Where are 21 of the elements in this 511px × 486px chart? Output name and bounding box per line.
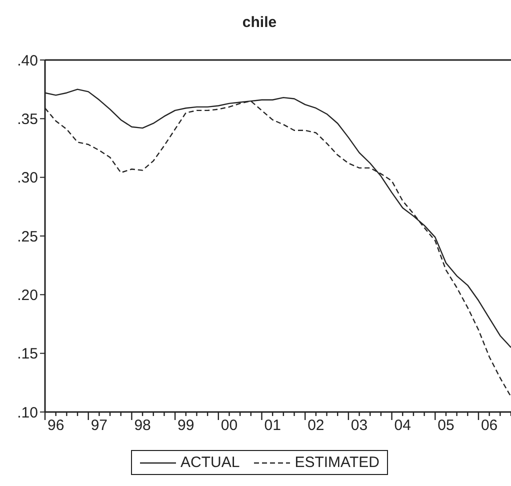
x-tick-label: 06	[480, 417, 498, 434]
x-tick-label: 02	[308, 417, 324, 434]
y-tick-label: .30	[17, 170, 38, 187]
x-tick-label: 96	[47, 417, 64, 434]
x-tick-label: 98	[134, 417, 151, 434]
y-tick-label: .20	[17, 286, 38, 304]
y-tick-label: .15	[17, 346, 38, 363]
x-tick-label: 01	[264, 417, 281, 434]
x-tick-label: 03	[350, 417, 368, 434]
legend-label: ESTIMATED	[294, 454, 380, 471]
legend-label: ACTUAL	[180, 454, 240, 471]
x-tick-label: 05	[438, 417, 454, 434]
x-tick-label: 04	[394, 417, 411, 434]
y-tick-label: .10	[17, 404, 38, 422]
x-tick-label: 00	[220, 417, 238, 434]
y-tick-label: .35	[17, 110, 38, 128]
y-tick-label: .25	[17, 228, 38, 246]
x-tick-label: 99	[178, 417, 194, 434]
chart-title: chile	[241, 13, 278, 33]
y-tick-label: .40	[17, 52, 38, 70]
x-tick-label: 97	[90, 417, 108, 434]
